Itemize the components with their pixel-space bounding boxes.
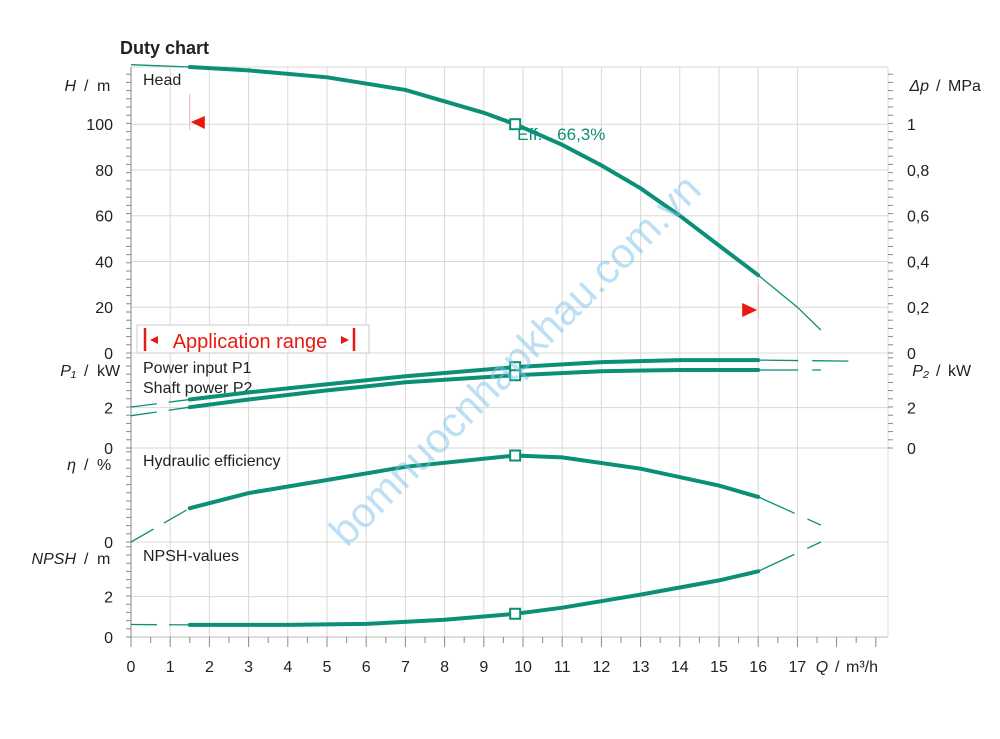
left-tick-label: 0 [104,535,113,552]
right-tick-label: 0 [907,441,916,458]
right-tick-label: 0,8 [907,163,929,180]
left-axis-symbol: NPSH [32,551,77,568]
left-tick-label: 2 [104,590,113,607]
x-axis-slash: / [835,659,840,676]
series-legend: NPSH-values [143,548,239,565]
x-tick-label: 0 [127,659,136,676]
application-range-box [136,324,370,354]
x-tick-label: 7 [401,659,410,676]
series-line-outside-range [757,541,822,572]
x-tick-label: 17 [789,659,807,676]
efficiency-value: 66,3% [557,125,605,144]
x-tick-label: 12 [593,659,611,676]
efficiency-label: Eff. [517,125,542,144]
operating-point-marker [509,369,522,382]
left-axis-slash: / [84,551,89,568]
left-tick-label: 0 [104,346,113,363]
right-axis-symbol: Δp [908,78,929,95]
x-tick-label: 14 [671,659,689,676]
series-line-outside-range [757,496,822,526]
left-tick-label: 0 [104,441,113,458]
x-tick-label: 6 [362,659,371,676]
x-tick-label: 3 [244,659,253,676]
series-line-outside-range [130,507,191,543]
left-axis-slash: / [84,457,89,474]
left-axis-symbol: η [67,457,76,474]
series-line [187,65,761,278]
series-legend: Power input P1 [143,360,252,377]
right-axis-symbol: P₂ [912,363,929,380]
operating-point-marker [509,118,522,131]
left-tick-label: 60 [95,209,113,226]
left-axis-unit: m [97,551,110,568]
right-axis-unit: MPa [948,78,981,95]
x-tick-label: 8 [440,659,449,676]
x-tick-label: 1 [166,659,175,676]
right-tick-label: 0,4 [907,254,929,271]
left-axis-slash: / [84,363,89,380]
chart-title: Duty chart [120,38,210,58]
left-tick-label: 0 [104,630,113,647]
series-legend: Head [143,72,181,89]
x-tick-label: 4 [283,659,292,676]
series-line [187,569,761,627]
x-tick-label: 9 [479,659,488,676]
series-legend: Hydraulic efficiency [143,453,281,470]
right-axis-slash: / [936,363,941,380]
x-axis-unit: m³/h [846,659,878,676]
left-tick-label: 2 [104,401,113,418]
operating-point-marker [509,607,522,620]
left-axis-symbol: H [64,78,76,95]
right-tick-label: 0,2 [907,300,929,317]
series-line-outside-range [130,64,190,68]
series-line-outside-range [130,398,190,408]
operating-point-marker [509,449,522,462]
x-axis-symbol: Q [816,659,828,676]
series-line [187,368,761,410]
series-line [187,358,761,402]
x-tick-label: 5 [323,659,332,676]
application-range-label: Application range [173,331,328,353]
left-axis-unit: m [97,78,110,95]
series-legend: Shaft power P2 [143,380,253,397]
x-tick-label: 13 [632,659,650,676]
left-axis-unit: % [97,457,111,474]
right-tick-label: 1 [907,117,916,134]
x-tick-label: 10 [514,659,532,676]
x-tick-label: 2 [205,659,214,676]
right-axis-slash: / [936,78,941,95]
left-axis-symbol: P₁ [60,363,76,380]
right-tick-label: 0 [907,346,916,363]
x-tick-label: 11 [554,659,571,676]
series-line-outside-range [757,274,822,331]
x-tick-label: 15 [710,659,728,676]
x-tick-label: 16 [749,659,767,676]
left-axis-slash: / [84,78,89,95]
range-box-right-arrow [341,336,349,344]
left-tick-label: 80 [95,163,113,180]
right-tick-label: 0,6 [907,209,929,226]
right-axis-unit: kW [948,363,972,380]
series-line-outside-range [758,359,849,362]
left-axis-unit: kW [97,363,121,380]
left-tick-label: 20 [95,300,113,317]
range-end-marker [742,303,758,317]
range-start-marker [190,116,205,129]
right-tick-label: 2 [907,401,916,418]
left-tick-label: 40 [95,254,113,271]
left-tick-label: 100 [86,117,113,134]
series-line-outside-range [130,406,190,417]
range-box-left-arrow [150,336,158,344]
